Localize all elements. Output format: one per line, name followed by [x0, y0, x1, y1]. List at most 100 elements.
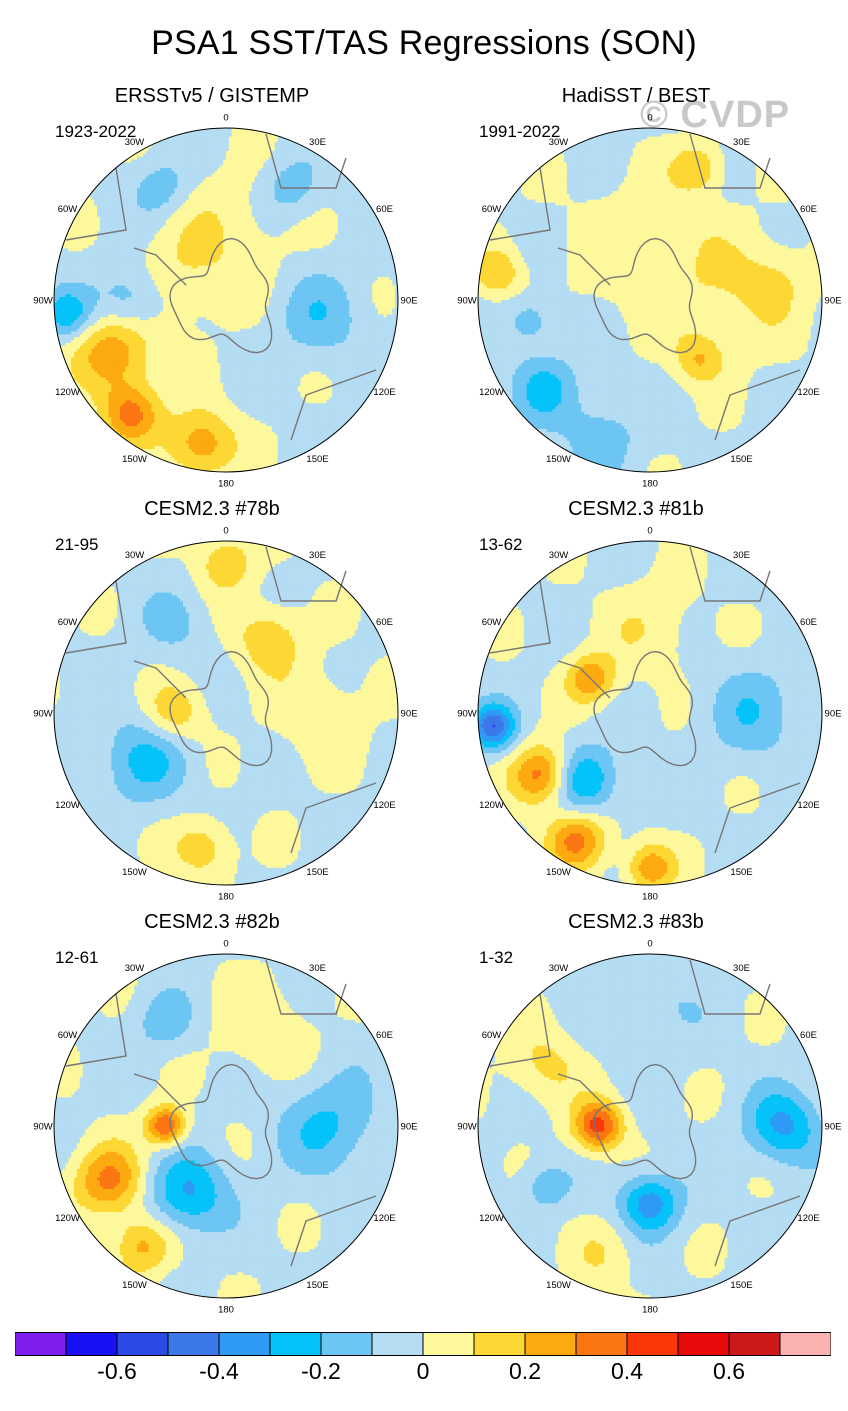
map-panel: CESM2.3 #81b 13-62 0 30E 60E 90E 120E 150E 180 15… [424, 498, 848, 911]
longitude-label: 150E [306, 1280, 328, 1291]
longitude-label: 30W [549, 137, 569, 148]
colorbar-tick-label: -0.6 [97, 1358, 137, 1385]
longitude-label: 150E [306, 867, 328, 878]
longitude-label: 0 [647, 113, 652, 124]
colorbar-swatch [780, 1333, 831, 1356]
longitude-label: 150E [730, 867, 752, 878]
longitude-label: 120W [55, 387, 80, 398]
longitude-label: 120E [797, 800, 819, 811]
longitude-label: 180 [218, 479, 234, 490]
colorbar-swatch [474, 1333, 525, 1356]
longitude-label: 90W [457, 296, 477, 307]
longitude-label: 150W [546, 867, 571, 878]
colorbar-swatch [423, 1333, 474, 1356]
colorbar-tick-label: 0 [417, 1358, 430, 1385]
longitude-label: 0 [223, 113, 228, 124]
longitude-label: 30W [125, 137, 145, 148]
longitude-label: 30E [309, 963, 326, 974]
longitude-label: 150W [122, 454, 147, 465]
longitude-label: 90E [825, 709, 842, 720]
longitude-label: 60W [58, 204, 78, 215]
longitude-label: 60W [58, 617, 78, 628]
longitude-label: 90E [401, 709, 418, 720]
longitude-label: 120E [373, 1213, 395, 1224]
longitude-label: 150W [122, 867, 147, 878]
longitude-label: 60E [376, 1030, 393, 1041]
colorbar-svg [15, 1332, 831, 1356]
longitude-label: 90E [825, 296, 842, 307]
longitude-label: 120W [479, 800, 504, 811]
map-panel: ERSSTv5 / GISTEMP 1923-2022 0 30E 60E 90E 120E… [0, 85, 424, 498]
longitude-label: 150W [546, 1280, 571, 1291]
longitude-label: 30W [549, 963, 569, 974]
colorbar-tick-label: 0.2 [509, 1358, 541, 1385]
longitude-label: 150E [730, 1280, 752, 1291]
colorbar-swatch [117, 1333, 168, 1356]
colorbar-swatch [627, 1333, 678, 1356]
longitude-label: 60E [800, 1030, 817, 1041]
map-panel: CESM2.3 #78b 21-95 0 30E 60E 90E 120E 150E 180 15… [0, 498, 424, 911]
longitude-label: 60W [482, 617, 502, 628]
longitude-label: 90E [401, 1122, 418, 1133]
longitude-label: 90W [33, 1122, 53, 1133]
longitude-label: 120W [55, 1213, 80, 1224]
page-title: PSA1 SST/TAS Regressions (SON) [0, 24, 848, 63]
longitude-label: 150W [122, 1280, 147, 1291]
longitude-label: 60E [376, 204, 393, 215]
colorbar-swatch [270, 1333, 321, 1356]
colorbar-tick-label: -0.4 [199, 1358, 239, 1385]
longitude-label: 120W [479, 387, 504, 398]
longitude-label: 30W [549, 550, 569, 561]
longitude-label: 90W [457, 1122, 477, 1133]
longitude-label: 90W [33, 709, 53, 720]
longitude-label: 30E [733, 550, 750, 561]
map-panel: HadiSST / BEST 1991-2022 0 30E 60E 90E 120E 150… [424, 85, 848, 498]
longitude-label: 150E [730, 454, 752, 465]
longitude-label: 60W [482, 1030, 502, 1041]
longitude-label: 180 [218, 892, 234, 903]
longitude-label: 0 [223, 939, 228, 950]
colorbar-swatch [15, 1333, 66, 1356]
longitude-label: 180 [218, 1305, 234, 1316]
colorbar-swatch [168, 1333, 219, 1356]
longitude-label: 120W [55, 800, 80, 811]
longitude-label: 60W [482, 204, 502, 215]
colorbar-swatch [576, 1333, 627, 1356]
longitude-label: 120E [797, 387, 819, 398]
longitude-label: 180 [642, 1305, 658, 1316]
longitude-label: 30W [125, 550, 145, 561]
longitude-label: 150E [306, 454, 328, 465]
map-panel: CESM2.3 #82b 12-61 0 30E 60E 90E 120E 150E 180 15… [0, 911, 424, 1324]
longitude-label: 60E [376, 617, 393, 628]
longitude-label: 120E [797, 1213, 819, 1224]
longitude-label: 120W [479, 1213, 504, 1224]
longitude-label: 60W [58, 1030, 78, 1041]
longitude-label: 90W [33, 296, 53, 307]
colorbar-swatch [678, 1333, 729, 1356]
colorbar-swatch [66, 1333, 117, 1356]
colorbar-swatch [321, 1333, 372, 1356]
colorbar-swatch [219, 1333, 270, 1356]
map-panel: CESM2.3 #83b 1-32 0 30E 60E 90E 120E 150E 180 150… [424, 911, 848, 1324]
colorbar-tick-label: 0.6 [713, 1358, 745, 1385]
colorbar-swatch [525, 1333, 576, 1356]
colorbar-swatch [729, 1333, 780, 1356]
longitude-label: 90E [401, 296, 418, 307]
longitude-label: 30E [309, 137, 326, 148]
longitude-label: 180 [642, 892, 658, 903]
longitude-label: 0 [223, 526, 228, 537]
longitude-label: 60E [800, 617, 817, 628]
colorbar [15, 1332, 831, 1361]
longitude-label: 90E [825, 1122, 842, 1133]
longitude-label: 30E [733, 137, 750, 148]
polar-map: 0 30E 60E 90E 120E 150E 180 150W 120W 90W 60W 30W [0, 85, 424, 498]
longitude-label: 120E [373, 387, 395, 398]
longitude-label: 90W [457, 709, 477, 720]
colorbar-swatch [372, 1333, 423, 1356]
longitude-label: 60E [800, 204, 817, 215]
